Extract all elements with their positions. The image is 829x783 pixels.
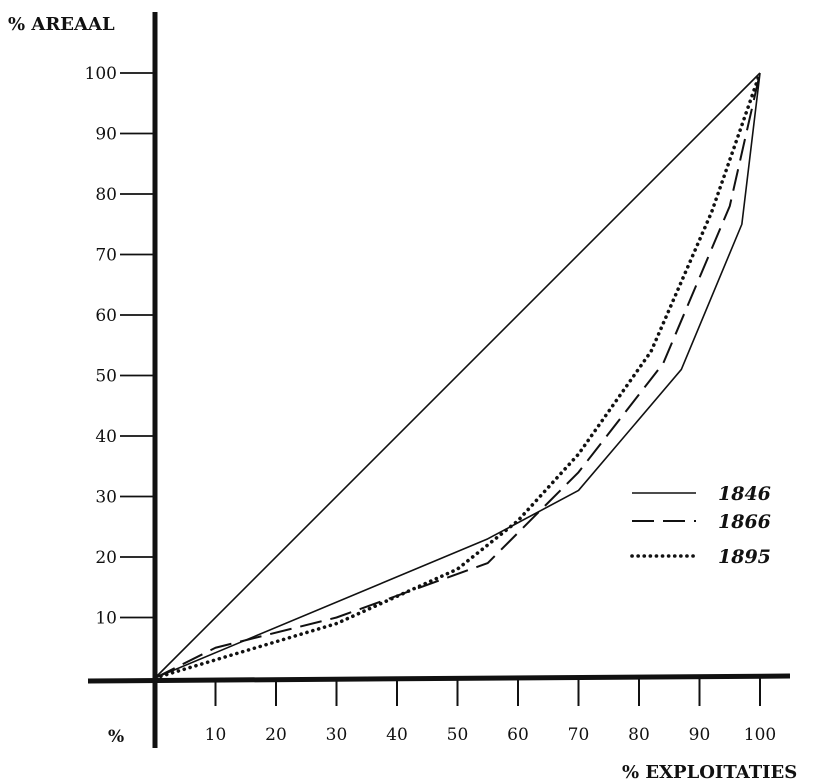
series-1846-line	[154, 72, 761, 679]
x-tick-label: 70	[568, 725, 590, 745]
y-tick-label: 60	[95, 306, 117, 326]
x-axis-label: % EXPLOITATIES	[622, 762, 797, 783]
x-tick-label: 80	[628, 725, 650, 745]
y-tick-label: 100	[85, 64, 117, 84]
x-tick-label: 60	[507, 725, 529, 745]
x-tick-label: 50	[447, 725, 469, 745]
y-tick-label: 50	[95, 367, 117, 387]
x-tick-label: 100	[744, 725, 776, 745]
x-tick-label: 40	[386, 725, 408, 745]
y-tick-label: 90	[95, 125, 117, 145]
equality-line	[154, 72, 761, 679]
y-tick-label: 10	[95, 609, 117, 629]
legend-label-1846: 1846	[718, 483, 771, 505]
x-tick-label: 30	[326, 725, 348, 745]
y-tick-label: 40	[95, 427, 117, 447]
y-tick-label: 80	[95, 185, 117, 205]
y-tick-label: 20	[95, 548, 117, 568]
axes	[87, 12, 791, 748]
legend: 1846 1866 1895	[630, 483, 771, 568]
legend-label-1866: 1866	[718, 511, 771, 533]
series-layer	[153, 71, 762, 680]
series-1895-line	[153, 71, 762, 680]
ticks: 10 20 30 40 50 60 70 80 90 100 10 20 30 40 50 60 70 80 90 1…	[85, 64, 777, 745]
x-tick-label: 10	[205, 725, 227, 745]
x-tick-label: 20	[265, 725, 287, 745]
series-1866-line	[154, 72, 761, 679]
y-tick-label: 70	[95, 246, 117, 266]
y-axis-label: % AREAAL	[8, 14, 115, 35]
legend-label-1895: 1895	[718, 546, 771, 568]
y-tick-label: 30	[95, 488, 117, 508]
origin-label: %	[108, 727, 124, 747]
x-tick-label: 90	[689, 725, 711, 745]
x-axis-line	[87, 673, 791, 684]
